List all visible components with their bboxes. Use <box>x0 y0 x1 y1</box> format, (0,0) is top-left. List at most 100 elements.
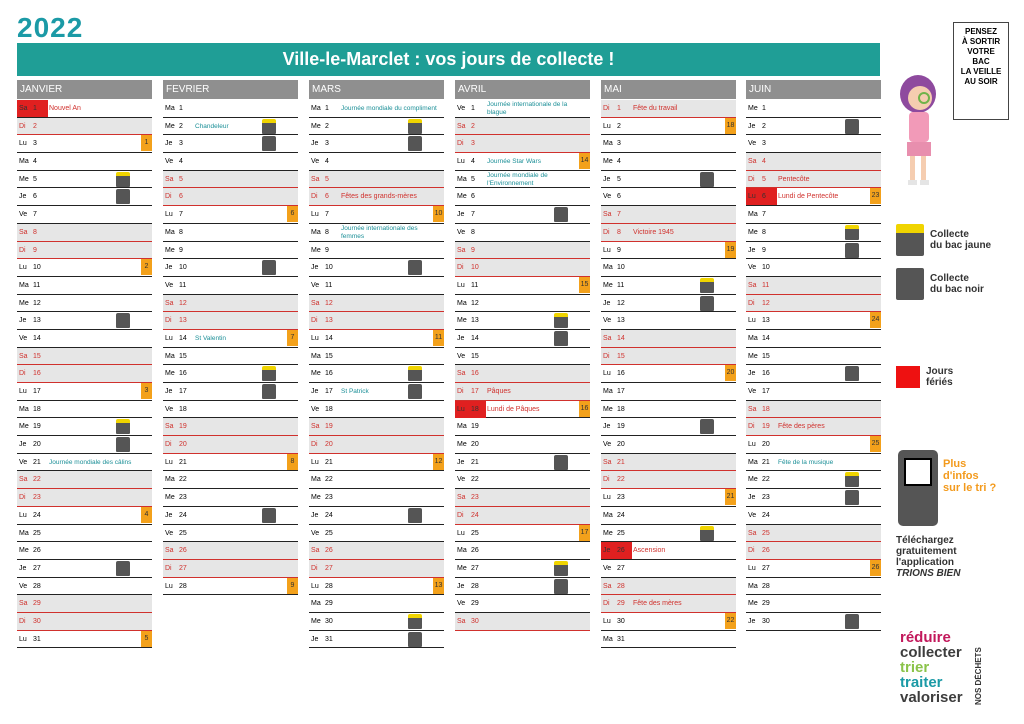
day-row: Ma 28 <box>746 577 881 596</box>
day-number: 19 <box>617 423 625 431</box>
day-number: 27 <box>617 564 625 572</box>
day-name: Sa <box>457 122 466 130</box>
day-row: Ve 6 <box>601 188 736 207</box>
day-number: 30 <box>471 617 479 625</box>
day-number: 24 <box>471 511 479 519</box>
day-name: Me <box>19 175 29 183</box>
day-row: Je 26 Ascension <box>601 542 736 560</box>
day-row: Je 30 <box>746 612 881 631</box>
day-name: Me <box>311 246 321 254</box>
holiday-label: Pâques <box>487 388 511 395</box>
day-number: 29 <box>762 600 770 608</box>
day-name: Ma <box>165 352 175 360</box>
day-row: Ma 8 Journée internationale des femmes <box>309 223 444 242</box>
day-number: 27 <box>33 564 41 572</box>
day-row: Sa 29 <box>17 595 152 613</box>
day-row: Me 20 <box>455 436 590 454</box>
day-row: Di 23 <box>17 489 152 507</box>
day-row: Je 27 <box>17 559 152 578</box>
day-row: Sa 5 <box>309 170 444 189</box>
day-number: 24 <box>325 511 333 519</box>
day-number: 25 <box>762 529 770 537</box>
day-row: Lu 17 3 <box>17 383 152 401</box>
day-number: 13 <box>471 317 479 325</box>
week-number: 15 <box>579 276 590 293</box>
day-row: Lu 4 Journée Star Wars 14 <box>455 153 590 171</box>
day-row: Ma 15 <box>309 347 444 366</box>
day-row: Ve 18 <box>309 400 444 419</box>
day-number: 26 <box>179 547 187 555</box>
day-row: Ve 4 <box>163 153 298 171</box>
day-number: 5 <box>762 175 766 183</box>
day-name: Lu <box>19 140 27 148</box>
slogan-word: réduire <box>900 629 951 646</box>
day-name: Ve <box>19 334 28 342</box>
day-row: Sa 12 <box>163 294 298 313</box>
day-number: 16 <box>33 370 41 378</box>
day-name: Ve <box>165 529 174 537</box>
day-row: Di 5 Pentecôte <box>746 170 881 189</box>
day-name: Sa <box>17 100 33 117</box>
day-number: 15 <box>762 352 770 360</box>
day-number: 24 <box>33 511 41 519</box>
day-row: Je 3 <box>309 135 444 154</box>
day-name: Je <box>603 423 611 431</box>
day-number: 11 <box>762 281 770 289</box>
day-row: Ve 25 <box>309 524 444 543</box>
day-row: Di 16 <box>17 365 152 383</box>
day-number: 23 <box>325 494 333 502</box>
day-number: 5 <box>325 175 329 183</box>
black-bin-icon <box>262 507 276 523</box>
day-name: Ma <box>19 405 29 413</box>
day-number: 23 <box>179 494 187 502</box>
day-row: Di 10 <box>455 259 590 277</box>
day-row: Sa 25 <box>746 524 881 543</box>
day-row: Ma 7 <box>746 206 881 224</box>
day-row: Sa 16 <box>455 365 590 383</box>
holiday-label: Ascension <box>633 547 666 555</box>
day-row: Di 20 <box>163 436 298 454</box>
day-row: Di 17 Pâques <box>455 383 590 401</box>
day-number: 14 <box>325 334 333 342</box>
day-number: 29 <box>471 600 479 608</box>
day-row: Je 24 <box>163 506 298 525</box>
day-number: 20 <box>325 441 333 449</box>
day-row: Sa 9 <box>455 241 590 260</box>
day-row: Je 14 <box>455 329 590 348</box>
day-row: Di 24 <box>455 506 590 525</box>
board-line: VOTRE <box>967 47 995 56</box>
day-name: Ma <box>457 547 467 555</box>
legend-yellow-bin: Collecte du bac jaune <box>896 224 991 256</box>
day-name: Ve <box>311 281 320 289</box>
day-row: Ve 13 <box>601 312 736 330</box>
day-row: Lu 20 25 <box>746 436 881 454</box>
week-number: 20 <box>725 365 736 382</box>
day-name: Ma <box>748 582 758 590</box>
day-number: 26 <box>471 547 479 555</box>
day-name: Di <box>748 175 755 183</box>
day-name: Ma <box>603 635 613 643</box>
day-name: Di <box>748 299 755 307</box>
day-name: Me <box>748 228 758 236</box>
day-number: 20 <box>617 441 625 449</box>
day-row: Ma 1 Journée mondiale du compliment <box>309 100 444 118</box>
board-line: LA VEILLE <box>960 67 1002 76</box>
legend-label: Jours <box>926 366 954 377</box>
day-row: Di 3 <box>455 135 590 154</box>
day-number: 27 <box>325 564 333 572</box>
day-number: 7 <box>762 211 766 219</box>
day-number: 11 <box>471 281 479 289</box>
year-text: 2022 <box>17 12 84 43</box>
day-name: Je <box>603 299 611 307</box>
day-name: Ve <box>457 476 466 484</box>
day-number: 17 <box>617 388 625 395</box>
download-line: l'application <box>896 557 954 568</box>
day-name: Ve <box>603 564 612 572</box>
day-name: Sa <box>311 547 320 555</box>
day-name: Lu <box>19 635 27 643</box>
day-number: 14 <box>617 334 625 342</box>
day-number: 6 <box>179 193 183 201</box>
day-name: Me <box>19 423 29 431</box>
day-row: Lu 24 4 <box>17 506 152 525</box>
day-name: Sa <box>311 299 320 307</box>
